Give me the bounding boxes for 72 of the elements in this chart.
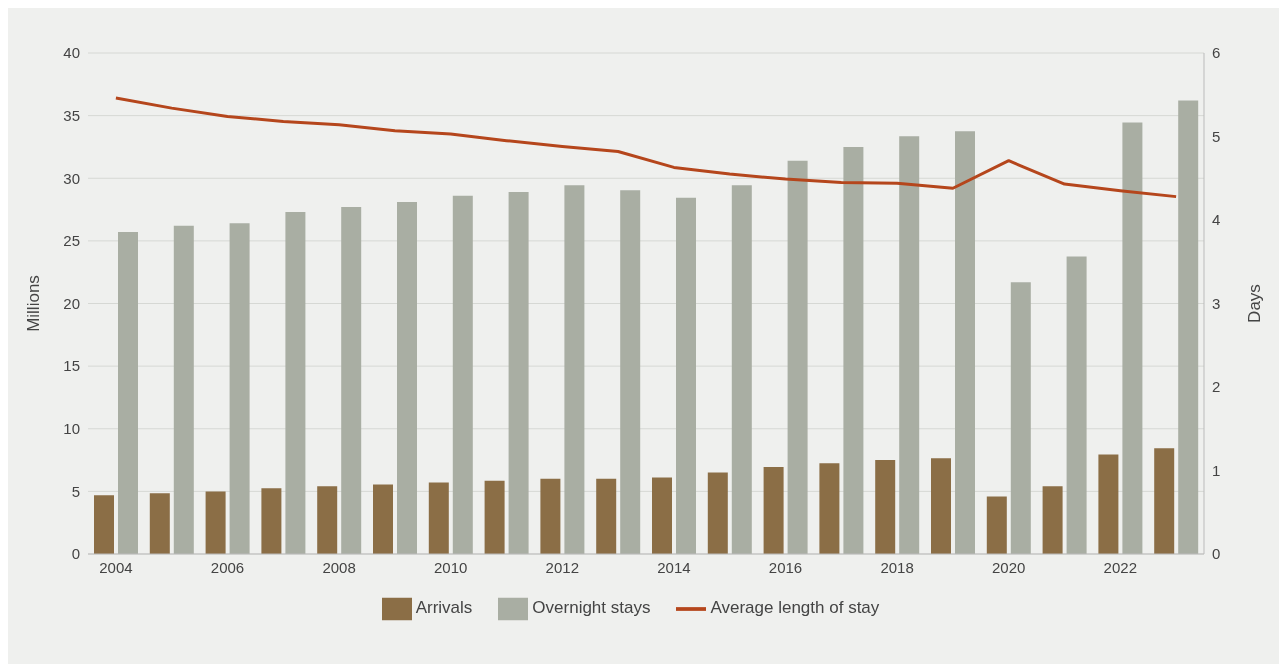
x-tick-label: 2018 — [880, 558, 914, 576]
x-tick-label: 2006 — [210, 558, 245, 576]
bar — [620, 190, 641, 554]
x-tick-label: 2004 — [99, 558, 133, 576]
y-tick-label: 35 — [63, 106, 80, 124]
bar — [540, 478, 561, 554]
bar — [1122, 122, 1143, 554]
line-series — [114, 96, 1178, 199]
x-tick-label: 2020 — [992, 558, 1026, 576]
bar — [508, 192, 529, 554]
bar — [149, 493, 170, 554]
x-tick-label: 2022 — [1103, 558, 1137, 576]
bar — [484, 480, 505, 554]
x-tick-label: 2016 — [768, 558, 803, 576]
x-tick-label: 2008 — [322, 558, 356, 576]
y2-tick-label: 4 — [1212, 211, 1221, 229]
bar — [285, 212, 306, 554]
bar — [899, 136, 920, 554]
y2-tick-label: 1 — [1212, 461, 1221, 479]
bar — [819, 463, 840, 554]
x-tick-label: 2014 — [657, 558, 691, 576]
bar — [763, 466, 784, 554]
y-tick-label: 25 — [63, 232, 80, 250]
bar — [707, 472, 728, 554]
bar — [1066, 256, 1087, 554]
y2-tick-label: 6 — [1212, 44, 1221, 62]
bar — [931, 458, 951, 554]
bar — [373, 484, 393, 554]
bar — [596, 478, 617, 554]
bar — [1042, 486, 1063, 554]
bar — [564, 185, 585, 554]
bar — [428, 482, 449, 554]
bar — [986, 496, 1007, 554]
y-axis-title: Millions — [24, 275, 44, 332]
bar — [875, 460, 896, 554]
y-tick-label: 20 — [63, 294, 80, 312]
y2-tick-label: 3 — [1212, 294, 1221, 312]
bar — [397, 202, 417, 554]
y2-tick-label: 0 — [1212, 545, 1221, 563]
y-tick-label: 30 — [63, 169, 80, 187]
y-tick-label: 40 — [63, 44, 80, 62]
y-tick-label: 10 — [63, 420, 80, 438]
bar — [341, 207, 362, 554]
legend-label: Arrivals — [415, 598, 473, 618]
x-tick-label: 2012 — [545, 558, 579, 576]
bar — [205, 491, 226, 554]
bar — [1010, 282, 1031, 554]
legend-label: Average length of stay — [710, 598, 880, 618]
y-tick-label: 5 — [71, 482, 80, 500]
bar — [676, 197, 696, 554]
bar — [229, 223, 250, 554]
y2-tick-label: 2 — [1212, 378, 1221, 396]
bar — [955, 131, 975, 554]
bar — [261, 488, 282, 554]
bar — [731, 185, 752, 554]
bar — [94, 495, 114, 554]
legend-label: Overnight stays — [532, 598, 651, 618]
bar — [452, 195, 473, 554]
bar — [787, 160, 808, 554]
bar — [843, 146, 864, 554]
x-tick-label: 2010 — [434, 558, 468, 576]
y-tick-label: 15 — [63, 357, 80, 375]
y-tick-label: 0 — [71, 545, 80, 563]
bar — [317, 486, 338, 554]
bar — [652, 477, 672, 554]
y2-tick-label: 5 — [1212, 127, 1221, 145]
bar — [173, 225, 194, 554]
bar — [118, 232, 138, 554]
y2-axis-title: Days — [1245, 284, 1265, 323]
bar — [1154, 448, 1175, 554]
bar — [1178, 100, 1199, 554]
bar — [1098, 454, 1119, 554]
